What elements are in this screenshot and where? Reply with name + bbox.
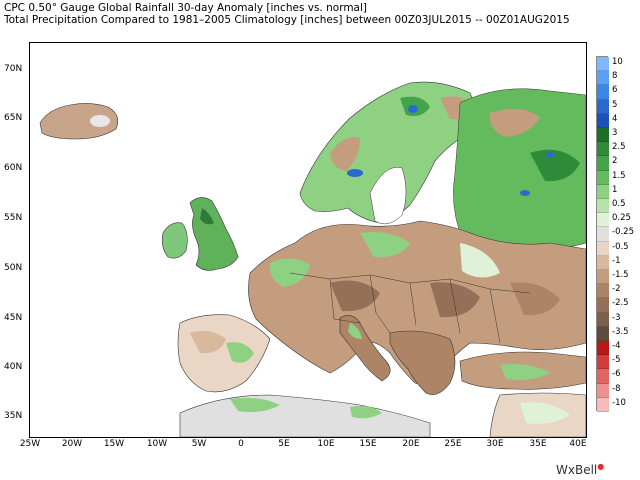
colorbar-label: -5 [612,355,621,366]
colorbar-label: 8 [612,71,618,82]
y-tick: 40N [4,362,23,372]
colorbar-label: -8 [612,383,621,394]
colorbar-label: -1.5 [612,270,629,280]
colorbar-swatch [597,355,609,370]
x-tick: 20E [402,439,420,449]
colorbar-swatch [597,142,609,157]
x-tick: 35E [529,439,547,449]
continental-europe [248,220,586,385]
colorbar-swatch [597,312,609,327]
x-tick: 5W [191,439,207,449]
colorbar-swatch [597,397,609,412]
x-tick: 30E [486,439,504,449]
colorbar-label: -3 [612,312,621,323]
brand-logo: WxBell● [556,462,604,477]
colorbar-swatch [597,170,609,185]
colorbar-swatch [597,113,609,128]
colorbar-label: 4 [612,113,618,124]
x-tick: 25E [444,439,462,449]
colorbar-swatch [597,57,609,72]
colorbar-label: 3 [612,128,618,138]
balkans [389,330,456,395]
y-tick: 35N [4,411,23,421]
colorbar-label: -6 [612,369,621,380]
y-tick: 70N [4,64,23,74]
colorbar-swatch [597,85,609,100]
x-tick: 10E [317,439,335,449]
x-tick: 0 [238,439,244,449]
colorbar-label: 5 [612,99,618,110]
colorbar-label: -2.5 [612,298,629,309]
colorbar-swatch [597,213,609,228]
colorbar-swatch [597,241,609,256]
colorbar-swatch [597,156,609,171]
x-tick: 25W [19,439,41,449]
colorbar-label: 0.25 [612,213,631,224]
colorbar-swatch [597,369,609,384]
colorbar-swatch [597,326,609,341]
colorbar-swatch [597,71,609,86]
colorbar-label: 1 [612,184,618,195]
y-tick: 45N [4,313,23,323]
x-tick: 20W [61,439,83,449]
x-tick: 40E [569,439,587,449]
colorbar-swatch [597,99,609,114]
colorbar-label: 0.5 [612,199,626,209]
anomaly-map [29,42,587,438]
colorbar-swatch [597,184,609,199]
iceland [39,103,119,140]
colorbar-swatch [597,341,609,356]
brand-text: WxBell [556,463,598,477]
colorbar-swatch [597,128,609,143]
y-tick: 55N [4,213,23,223]
colorbar-label: -2 [612,284,621,295]
colorbar-swatch [597,383,609,398]
colorbar-swatch [597,284,609,299]
map-title: CPC 0.50° Gauge Global Rainfall 30-day A… [4,2,367,14]
brand-dot-icon: ● [597,462,605,471]
colorbar-label: -4 [612,341,621,351]
map-subtitle: Total Precipitation Compared to 1981–200… [4,14,570,26]
x-tick: 15E [359,439,377,449]
x-tick: 5E [278,439,290,449]
country-borders [289,272,531,344]
colorbar-label: -10 [612,397,626,408]
colorbar-label: 6 [612,85,618,96]
y-tick: 60N [4,163,23,173]
x-tick: 15W [103,439,125,449]
scandinavia [299,81,476,224]
colorbar-label: 2.5 [612,142,626,153]
y-tick: 50N [4,263,23,273]
colorbar-label: 1.5 [612,170,626,181]
y-tick: 65N [4,113,23,123]
baltic-sea [369,167,407,225]
colorbar-label: -1 [612,255,621,266]
colorbar-label: 2 [612,156,618,167]
colorbar-label: -0.5 [612,241,629,252]
ireland [161,222,188,259]
colorbar-label: -0.25 [612,227,634,238]
x-tick: 10W [146,439,168,449]
colorbar-swatch [597,255,609,270]
colorbar [596,56,609,412]
colorbar-swatch [597,298,609,313]
colorbar-label: 10 [612,57,623,67]
map-canvas [30,43,586,437]
colorbar-label: -3.5 [612,326,629,337]
colorbar-swatch [597,199,609,214]
colorbar-swatch [597,270,609,285]
colorbar-swatch [597,227,609,242]
